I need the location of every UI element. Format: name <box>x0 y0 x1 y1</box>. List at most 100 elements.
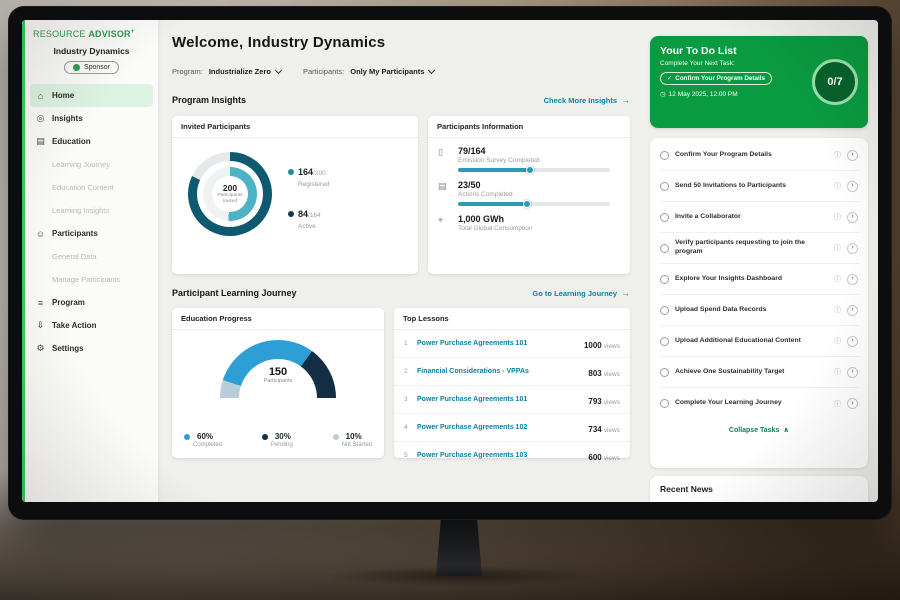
book-icon: ▤ <box>36 136 45 146</box>
sidebar-item-learning-insights[interactable]: Learning Insights <box>25 199 158 222</box>
check-more-insights-link[interactable]: Check More Insights → <box>544 95 630 105</box>
logo-plus: + <box>130 29 135 35</box>
chevron-right-icon[interactable]: › <box>847 335 858 347</box>
sponsor-icon <box>72 64 80 71</box>
link-label: Go to Learning Journey <box>532 288 617 298</box>
lesson-link[interactable]: Financial Considerations - VPPAs <box>417 368 529 375</box>
chevron-right-icon[interactable]: › <box>847 211 858 223</box>
info-icon[interactable]: ⓘ <box>834 338 841 345</box>
task-checkbox[interactable] <box>660 181 669 191</box>
card-title: Invited Participants <box>172 116 418 138</box>
learning-journey-header: Participant Learning Journey Go to Learn… <box>172 288 630 298</box>
task-row[interactable]: Achieve One Sustainability Target ⓘ › <box>659 357 859 388</box>
task-label: Upload Additional Educational Content <box>675 336 801 344</box>
task-row[interactable]: Verify participants requesting to join t… <box>659 233 859 264</box>
lesson-rank: 4 <box>404 424 408 431</box>
chevron-right-icon[interactable]: › <box>847 242 858 254</box>
sidebar-item-learning-journey[interactable]: Learning Journey <box>25 153 158 176</box>
chevron-right-icon[interactable]: › <box>847 366 858 378</box>
legend-dot <box>288 211 294 217</box>
sidebar-item-settings[interactable]: ⚙ Settings <box>25 337 158 360</box>
actions-icon: ▤ <box>438 181 447 191</box>
info-icon[interactable]: ⓘ <box>834 183 841 190</box>
lesson-views: 734 <box>588 424 602 434</box>
sidebar-item-general-data[interactable]: General Data <box>25 245 158 268</box>
go-to-learning-journey-link[interactable]: Go to Learning Journey → <box>532 288 630 298</box>
task-label: Send 50 Invitations to Participants <box>675 181 787 189</box>
task-row[interactable]: Confirm Your Program Details ⓘ › <box>659 140 859 171</box>
info-icon[interactable]: ⓘ <box>834 400 841 408</box>
lesson-row: 2 Financial Considerations - VPPAs 803 vi… <box>394 358 630 386</box>
task-checkbox[interactable] <box>660 367 669 377</box>
sidebar-item-education-content[interactable]: Education Content <box>25 176 158 199</box>
gear-icon: ⚙ <box>36 343 45 353</box>
info-icon[interactable]: ⓘ <box>834 214 841 221</box>
task-checkbox[interactable] <box>660 305 669 315</box>
task-checkbox[interactable] <box>660 336 669 346</box>
legend-dot <box>261 433 268 440</box>
legend-label: Active <box>298 223 316 230</box>
chevron-right-icon[interactable]: › <box>847 398 858 409</box>
stat-emission-survey: ▯ 79/164 Emission Survey Completed <box>428 138 630 174</box>
info-icon[interactable]: ⓘ <box>834 307 841 314</box>
lesson-link[interactable]: Power Purchase Agreements 101 <box>417 396 528 403</box>
info-icon[interactable]: ⓘ <box>834 276 841 283</box>
chevron-down-icon <box>274 66 282 74</box>
sidebar-item-manage-participants[interactable]: Manage Participants <box>25 268 158 291</box>
chevron-right-icon[interactable]: › <box>847 180 858 192</box>
participants-select[interactable]: Only My Participants <box>350 66 436 76</box>
sidebar-item-home[interactable]: ⌂ Home <box>30 84 153 107</box>
task-checkbox[interactable] <box>660 274 669 284</box>
lesson-rank: 3 <box>404 396 408 403</box>
stat-global-consumption: ⌖ 1,000 GWh Total Global Consumption <box>428 206 630 232</box>
legend-item-not-started: 10% Not Started <box>332 432 372 448</box>
sidebar-item-label: Take Action <box>52 321 97 330</box>
sidebar-item-label: Insights <box>52 114 83 123</box>
lesson-link[interactable]: Power Purchase Agreements 101 <box>417 340 528 347</box>
task-row[interactable]: Complete Your Learning Journey ⓘ › <box>659 388 859 419</box>
task-checkbox[interactable] <box>660 399 669 408</box>
filter-bar: Program: Industrialize Zero Participants… <box>172 66 450 76</box>
arrow-right-icon: → <box>621 95 630 105</box>
section-title-learning-journey: Participant Learning Journey <box>172 288 297 298</box>
task-row[interactable]: Send 50 Invitations to Participants ⓘ › <box>659 171 859 202</box>
task-row[interactable]: Invite a Collaborator ⓘ › <box>659 202 859 233</box>
sidebar-item-education[interactable]: ▤ Education <box>25 130 158 153</box>
sidebar-item-label: General Data <box>52 252 97 261</box>
chevron-right-icon[interactable]: › <box>847 149 858 161</box>
sidebar-item-participants[interactable]: ☺ Participants <box>25 222 158 245</box>
home-icon: ⌂ <box>37 90 44 101</box>
lesson-views: 1000 <box>583 340 602 350</box>
task-row[interactable]: Upload Additional Educational Content ⓘ … <box>659 326 859 357</box>
sidebar-item-insights[interactable]: ◎ Insights <box>25 107 158 130</box>
program-select[interactable]: Industrialize Zero <box>209 66 282 76</box>
task-row[interactable]: Explore Your Insights Dashboard ⓘ › <box>659 264 859 295</box>
participants-information-card: Participants Information ▯ 79/164 Emissi… <box>428 116 630 274</box>
chevron-up-icon: ∧ <box>783 427 790 434</box>
stat-label: Actions Completed <box>458 191 513 198</box>
recent-news-card[interactable]: Recent News <box>650 476 868 502</box>
sidebar-item-program[interactable]: ≡ Program <box>25 291 158 314</box>
invited-participants-card: Invited Participants 200 Participants In… <box>172 116 418 274</box>
task-checkbox[interactable] <box>660 150 669 160</box>
lesson-row: 4 Power Purchase Agreements 102 734 views <box>394 414 630 442</box>
education-gauge-chart: 150 Participants <box>220 340 336 398</box>
lesson-link[interactable]: Power Purchase Agreements 102 <box>417 424 528 431</box>
task-checkbox[interactable] <box>660 212 669 222</box>
sidebar-item-take-action[interactable]: ⇩ Take Action <box>25 314 158 337</box>
collapse-tasks-link[interactable]: Collapse Tasks ∧ <box>728 426 790 435</box>
task-checkbox[interactable] <box>660 243 669 253</box>
info-icon[interactable]: ⓘ <box>834 152 841 159</box>
chevron-right-icon[interactable]: › <box>847 273 858 285</box>
chevron-down-icon <box>428 66 436 74</box>
download-icon: ⇩ <box>36 320 45 330</box>
sponsor-badge[interactable]: Sponsor <box>63 61 120 74</box>
info-icon[interactable]: ⓘ <box>834 245 841 252</box>
lesson-link[interactable]: Power Purchase Agreements 103 <box>417 452 528 459</box>
next-task-pill[interactable]: ✓ Confirm Your Program Details <box>660 72 772 85</box>
info-icon[interactable]: ⓘ <box>834 369 841 376</box>
chevron-right-icon[interactable]: › <box>847 304 858 316</box>
sidebar-item-label: Learning Insights <box>52 206 110 215</box>
task-row[interactable]: Upload Spend Data Records ⓘ › <box>659 295 859 326</box>
sponsor-label: Sponsor <box>83 64 111 71</box>
